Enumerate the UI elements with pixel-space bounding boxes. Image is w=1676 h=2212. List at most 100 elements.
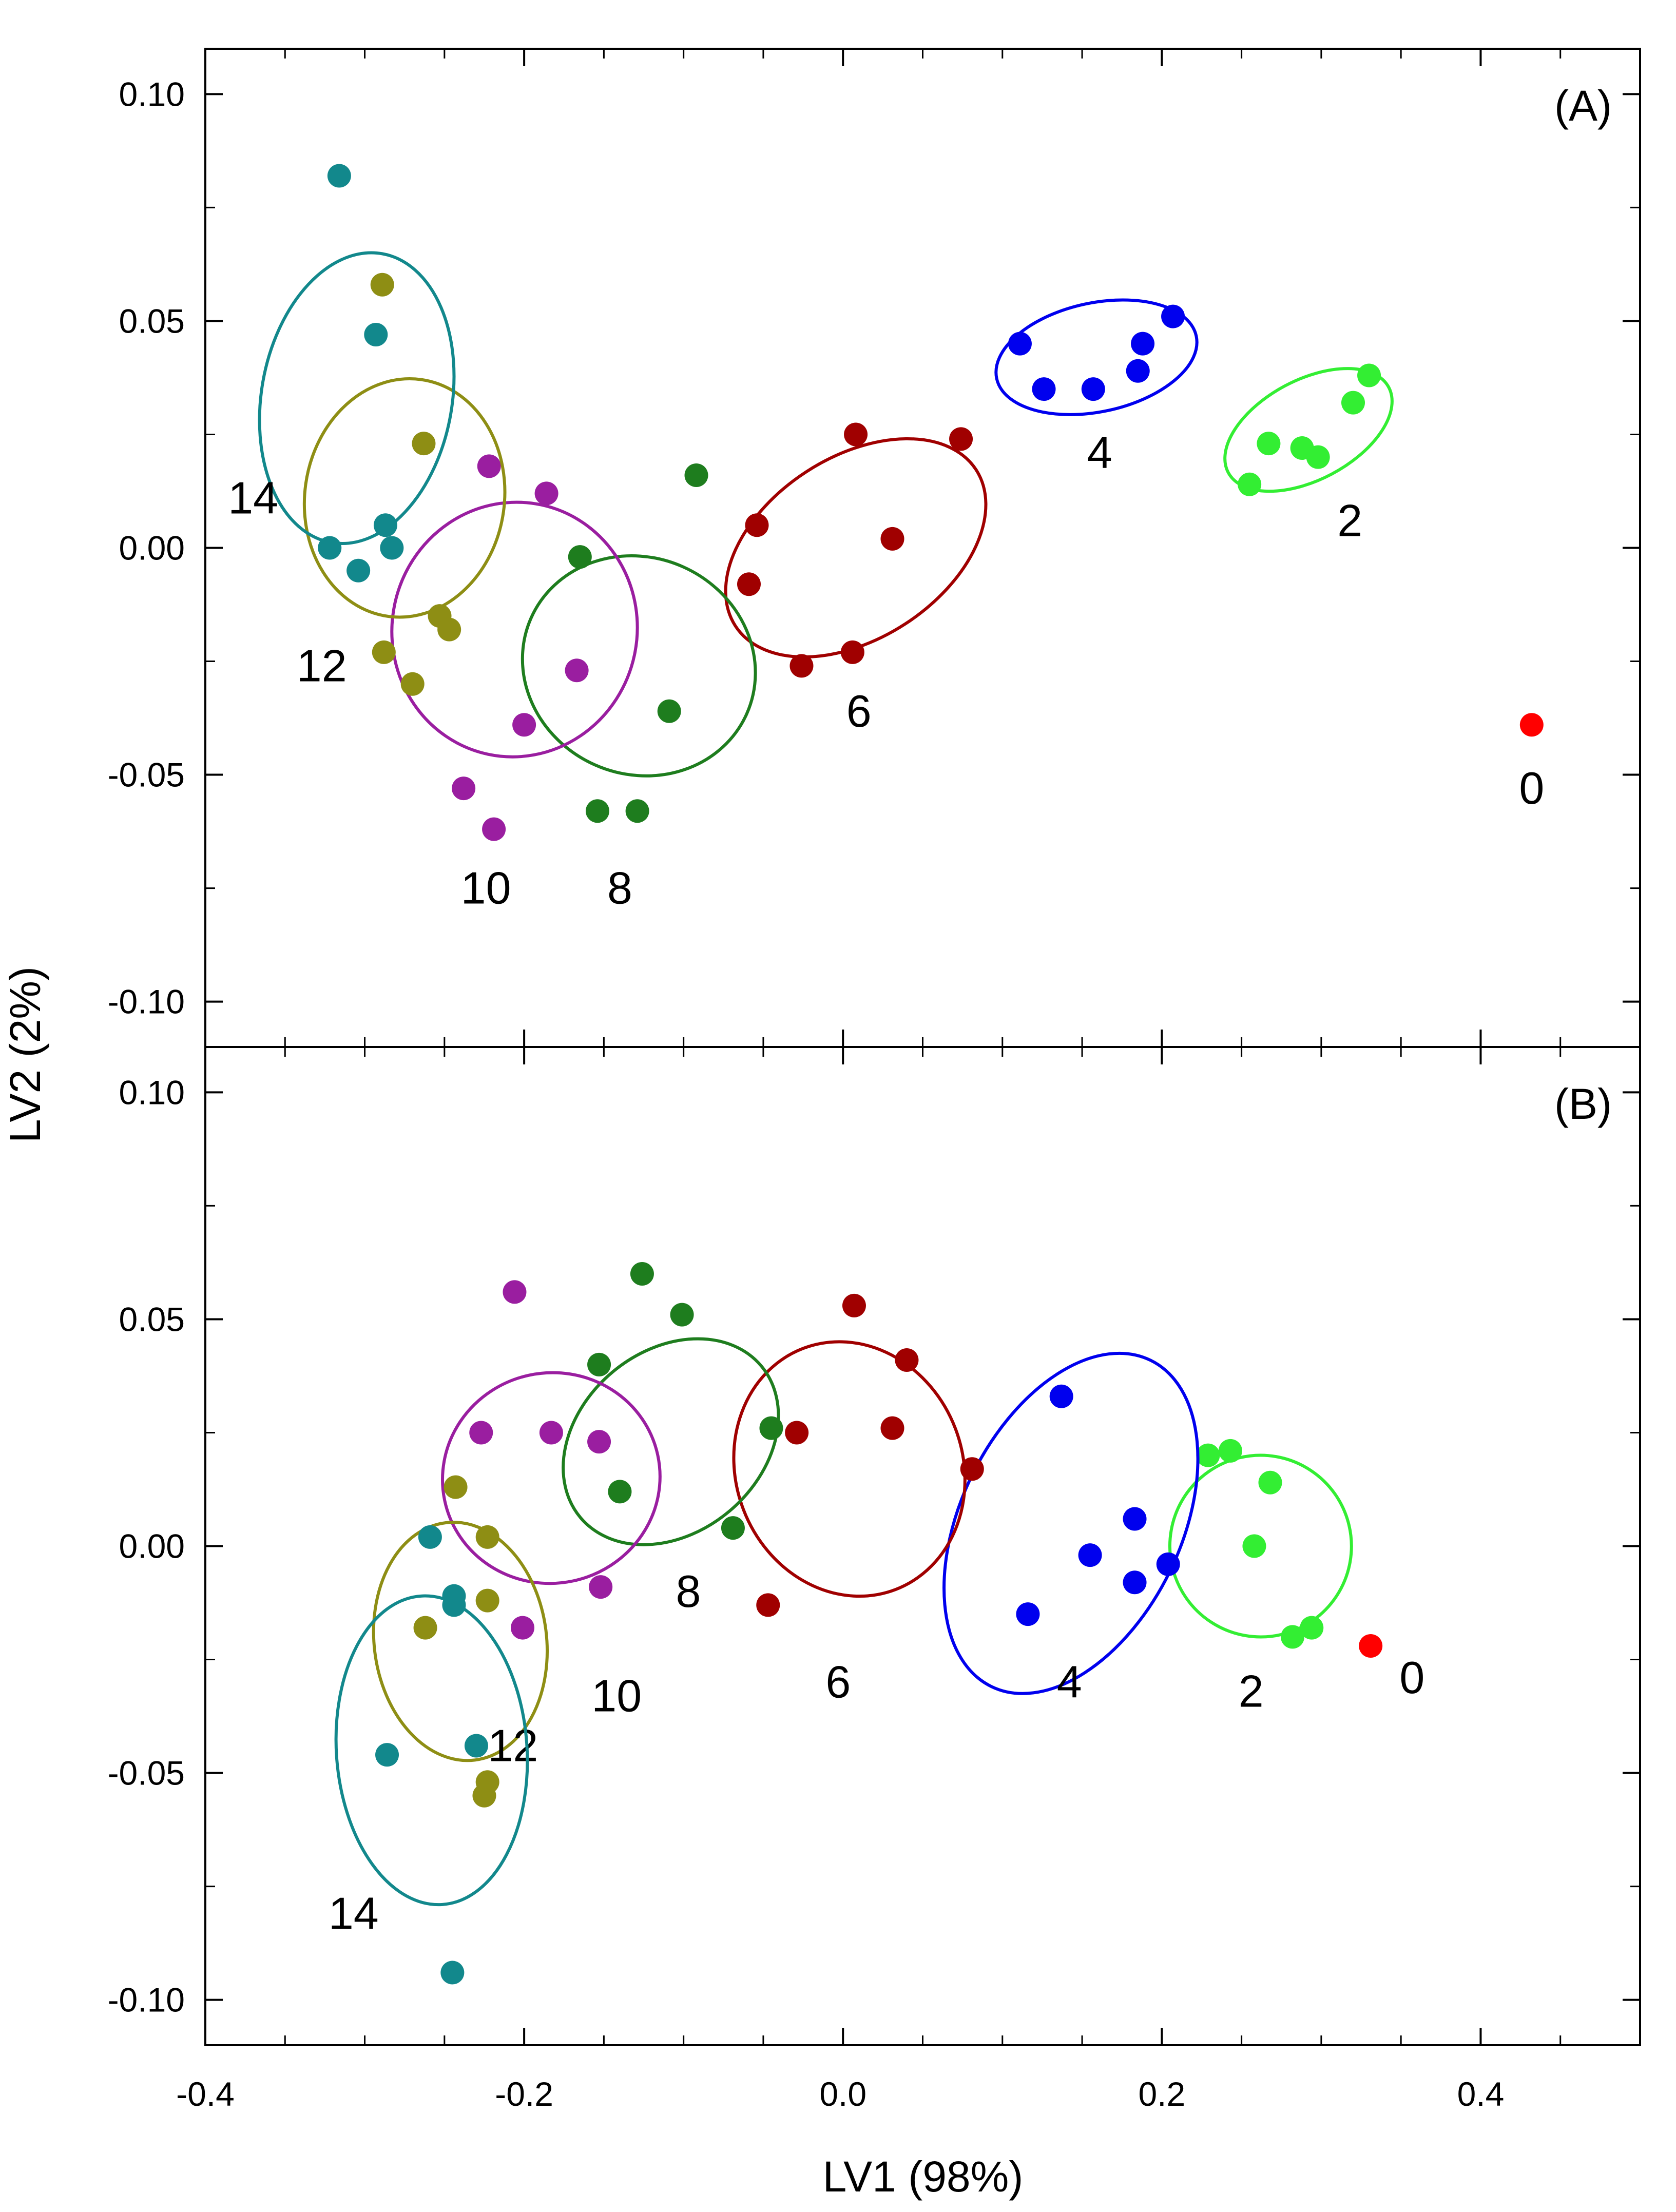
data-point (1357, 363, 1381, 387)
data-point (477, 454, 501, 478)
data-point (1131, 332, 1155, 356)
data-point (785, 1421, 809, 1445)
data-point (1238, 472, 1262, 496)
data-point (364, 322, 388, 346)
data-point (1078, 1543, 1102, 1567)
data-point (1341, 391, 1365, 415)
data-point (1242, 1534, 1266, 1558)
data-point (413, 1616, 437, 1640)
group-label: 4 (1087, 427, 1112, 478)
data-point (412, 432, 436, 456)
data-point (657, 699, 681, 723)
data-point (346, 558, 371, 583)
cluster-ellipse (994, 298, 1199, 416)
data-point (1280, 1625, 1304, 1649)
cluster-ellipse (441, 1371, 662, 1585)
data-point (1196, 1443, 1220, 1467)
group-label: 0 (1519, 763, 1544, 813)
x-tick-label: 0.4 (1457, 2075, 1505, 2113)
data-point (475, 1588, 499, 1613)
group-10: 10 (390, 454, 639, 914)
data-point (503, 1280, 527, 1304)
group-label: 8 (676, 1566, 701, 1617)
data-point (482, 817, 506, 841)
y-tick-label: 0.00 (119, 529, 185, 567)
data-point (418, 1525, 442, 1549)
data-point (1008, 332, 1032, 356)
group-14: 14 (228, 164, 456, 583)
group-0: 0 (1359, 1634, 1424, 1703)
data-point (684, 463, 708, 488)
data-point (1016, 1602, 1040, 1626)
data-point (789, 654, 814, 678)
data-point (587, 1352, 611, 1376)
data-point (630, 1262, 654, 1286)
y-tick-label: 0.10 (119, 1073, 185, 1111)
data-point (511, 1616, 535, 1640)
group-label: 12 (488, 1720, 538, 1771)
group-label: 10 (461, 863, 511, 914)
y-tick-label: -0.10 (108, 983, 185, 1021)
data-point (608, 1480, 632, 1504)
data-point (375, 1743, 399, 1767)
data-point (1161, 304, 1185, 328)
panel-label: (A) (1554, 82, 1612, 130)
y-tick-label: 0.05 (119, 302, 185, 340)
data-point (585, 799, 609, 823)
group-label: 10 (591, 1670, 642, 1721)
panel-label: (B) (1554, 1080, 1612, 1128)
data-point (318, 536, 342, 560)
panel-b: -0.4 -0.2 0.0 0.2 0.4 -0.10 -0.05 0.00 0.05 0.10 (… (108, 1046, 1641, 2113)
group-10: 10 (441, 1280, 662, 1721)
group-label: 12 (297, 640, 347, 691)
group-14: 14 (329, 1525, 529, 1985)
group-12: 12 (297, 273, 507, 696)
data-point (565, 658, 589, 683)
cluster-ellipse (562, 1337, 780, 1546)
cluster-ellipse (372, 1521, 549, 1762)
cluster-ellipse (302, 377, 507, 619)
x-tick-label: -0.2 (495, 2075, 553, 2113)
data-point (745, 513, 769, 537)
data-point (960, 1457, 984, 1481)
data-point (1306, 445, 1330, 469)
data-point (737, 572, 761, 596)
data-point (840, 640, 864, 664)
data-point (1359, 1634, 1383, 1658)
y-axis-label: LV2 (2%) (1, 966, 49, 1143)
group-8: 8 (562, 1262, 783, 1617)
data-point (1258, 1470, 1282, 1495)
data-point (534, 481, 558, 506)
x-tick-label: -0.4 (176, 2075, 235, 2113)
data-point (539, 1421, 563, 1445)
data-point (1049, 1384, 1073, 1408)
data-point (1257, 432, 1281, 456)
data-point (464, 1734, 488, 1758)
group-6: 6 (732, 1293, 984, 1707)
cluster-ellipse (521, 554, 757, 778)
group-label: 0 (1399, 1652, 1424, 1703)
data-point (1218, 1439, 1242, 1463)
data-point (1126, 359, 1150, 383)
y-tick-label: -0.05 (108, 1754, 185, 1792)
group-label: 6 (846, 686, 872, 736)
data-point (895, 1348, 919, 1372)
cluster-ellipse (724, 437, 988, 659)
plot-layer: -0.10-0.050.000.050.10 (A)02468101214-0.4… (108, 48, 1641, 2113)
group-4: 4 (942, 1351, 1200, 1707)
data-point (373, 513, 397, 537)
group-2: 2 (1168, 1439, 1353, 1716)
data-point (1300, 1616, 1324, 1640)
group-label: 2 (1239, 1665, 1264, 1716)
data-point (1032, 377, 1056, 401)
data-point (721, 1516, 745, 1540)
group-4: 4 (994, 298, 1199, 478)
data-point (370, 273, 394, 297)
group-label: 6 (825, 1657, 851, 1707)
cluster-ellipse (732, 1340, 967, 1598)
x-tick-label: 0.0 (819, 2075, 866, 2113)
data-point (1123, 1507, 1147, 1531)
data-point (444, 1475, 468, 1499)
